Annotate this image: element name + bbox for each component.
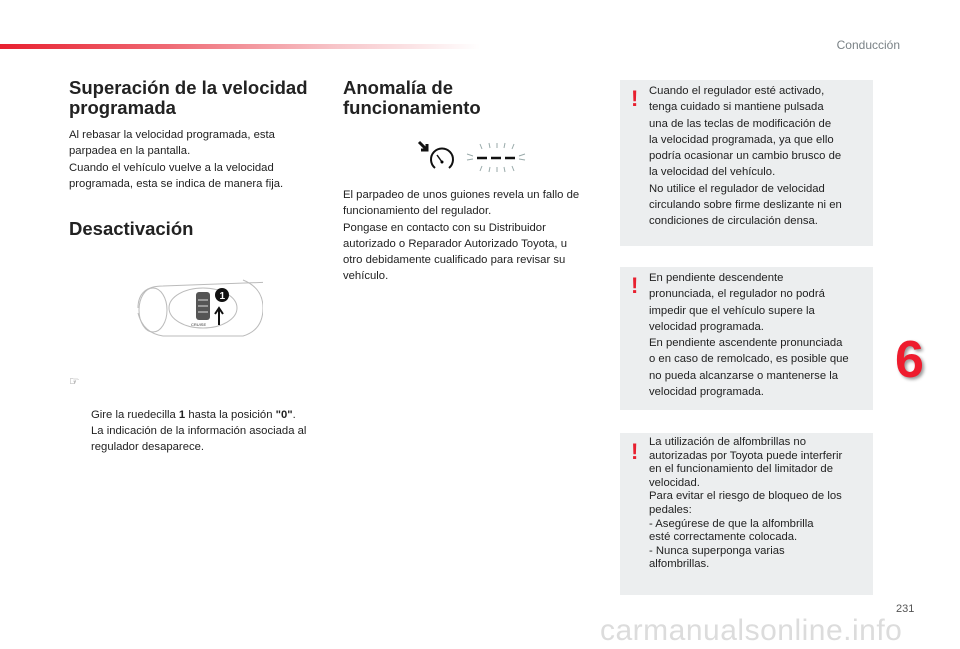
pointing-hand-icon: ☞ <box>69 376 80 388</box>
figure-label-1: 1 <box>220 291 226 302</box>
header-bar <box>0 44 480 49</box>
heading-malfunction: Anomalía de funcionamiento <box>343 77 481 118</box>
step-bold-1: 1 <box>178 408 186 421</box>
speedometer-icon <box>417 140 526 173</box>
heading-speed-exceeded: Superación de la velocidad programada <box>69 77 308 118</box>
step-bold-2: "0" <box>275 408 293 421</box>
malfunction-text: El parpadeo de unos guiones revela un fa… <box>343 189 580 283</box>
watermark: carmanualsonline.info <box>600 614 903 647</box>
warning-icon: ! <box>631 86 639 111</box>
chapter-number: 6 <box>895 331 924 389</box>
warning-text: En pendiente descendente pronunciada, el… <box>649 272 849 399</box>
heading-deactivation: Desactivación <box>69 218 194 239</box>
warning-box-2: ! En pendiente descendente pronunciada, … <box>620 267 873 410</box>
warning-icon: ! <box>631 439 639 464</box>
step-text-end: . La indicación de la información asocia… <box>91 408 307 454</box>
warning-icon: ! <box>631 273 639 298</box>
step-text: Gire la ruedecilla <box>91 408 179 421</box>
warning-text: Cuando el regulador esté activado, tenga… <box>649 85 842 228</box>
deactivation-step: ☞ Gire la ruedecilla 1 hasta la posición… <box>69 374 306 472</box>
page-number: 231 <box>896 603 915 615</box>
cruise-stalk-illustration: 1 CRUISE <box>137 279 263 337</box>
speed-exceeded-text: Al rebasar la velocidad programada, esta… <box>69 129 284 190</box>
step-text-mid: hasta la posición <box>185 408 276 421</box>
warning-text: La utilización de alfombrillas no autori… <box>649 436 843 571</box>
warning-box-3: ! La utilización de alfombrillas no auto… <box>620 433 873 595</box>
warning-box-1: ! Cuando el regulador esté activado, ten… <box>620 80 873 246</box>
section-title: Conducción <box>836 38 900 52</box>
figure-cruise-label: CRUISE <box>191 322 206 327</box>
